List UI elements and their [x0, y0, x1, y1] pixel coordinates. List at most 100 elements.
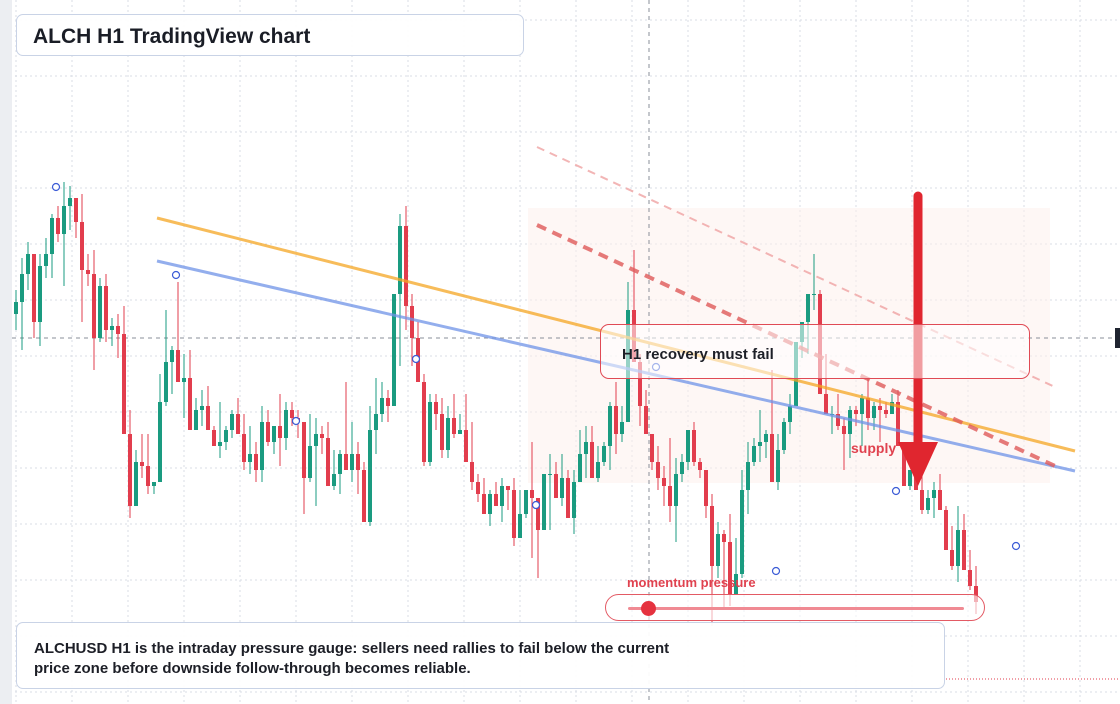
candle-body [704, 470, 708, 506]
candle-body [488, 494, 492, 514]
candle-body [536, 498, 540, 530]
candle-body [572, 482, 576, 518]
candle-body [428, 402, 432, 462]
candle-body [452, 418, 456, 434]
candle-body [854, 410, 858, 414]
candle-body [890, 402, 894, 414]
candle-body [464, 430, 468, 462]
candle-body [320, 434, 324, 438]
candle-body [356, 454, 360, 470]
candle-body [848, 410, 852, 434]
candle-body [170, 350, 174, 362]
candle-body [770, 434, 774, 482]
candle-body [20, 274, 24, 302]
candle-body [758, 442, 762, 446]
candle-body [674, 474, 678, 506]
candle-body [152, 482, 156, 486]
candle-body [926, 498, 930, 510]
candle-body [932, 490, 936, 498]
candle-body [344, 454, 348, 470]
candle-body [596, 462, 600, 478]
candle-body [80, 222, 84, 270]
candle-body [392, 294, 396, 406]
candle-body [230, 414, 234, 430]
candle-body [188, 378, 192, 430]
trendline-pink-dashed [536, 146, 1056, 388]
candle-body [284, 410, 288, 438]
swing-marker [531, 500, 541, 510]
candle-body [962, 530, 966, 570]
candle-body [734, 574, 738, 594]
candle-body [638, 362, 642, 406]
candle-body [446, 418, 450, 450]
candle-body [86, 270, 90, 274]
candle-body [656, 462, 660, 478]
candle-body [206, 406, 210, 430]
candle-body [200, 406, 204, 410]
candle-body [272, 426, 276, 442]
momentum-gauge-label: momentum pressure [627, 575, 756, 590]
candle-body [440, 414, 444, 450]
candle-body [380, 398, 384, 414]
candle-body [482, 494, 486, 514]
down-arrow-head [898, 442, 938, 486]
candle-body [398, 226, 402, 294]
candle-body [692, 430, 696, 462]
swing-marker [891, 486, 901, 496]
candle-body [698, 462, 702, 470]
swing-marker [171, 270, 181, 280]
trendline-red-dashed [536, 223, 1056, 468]
candle-body [644, 406, 648, 434]
footer-caption-box: ALCHUSD H1 is the intraday pressure gaug… [16, 622, 945, 689]
candle-body [194, 410, 198, 430]
candle-body [332, 474, 336, 486]
chart-title-box: ALCH H1 TradingView chart [16, 14, 524, 56]
candle-body [518, 514, 522, 538]
candle-body [248, 454, 252, 462]
candle-body [62, 206, 66, 234]
candle-body [386, 398, 390, 406]
candle-body [266, 422, 270, 442]
candle-body [524, 490, 528, 514]
candle-body [560, 478, 564, 498]
candle-body [716, 534, 720, 566]
candle-body [542, 474, 546, 530]
candle-body [824, 394, 828, 414]
candle-body [680, 462, 684, 474]
candle-body [326, 438, 330, 486]
candle-body [836, 414, 840, 426]
candle-body [314, 434, 318, 446]
candle-body [548, 474, 552, 475]
candle-body [494, 494, 498, 506]
candle-body [752, 446, 756, 462]
candle-body [260, 422, 264, 470]
candle-body [722, 534, 726, 542]
candle-body [98, 286, 102, 338]
candle-body [782, 422, 786, 450]
candle-body [458, 430, 462, 434]
candle-body [110, 326, 114, 330]
candle-body [134, 462, 138, 506]
candle-body [38, 266, 42, 322]
candle-body [620, 422, 624, 434]
candle-body [224, 430, 228, 442]
candle-body [116, 326, 120, 334]
candle-body [434, 402, 438, 414]
candle-body [668, 486, 672, 506]
momentum-gauge-track [628, 607, 964, 610]
candle-body [584, 442, 588, 454]
candle-body [74, 198, 78, 222]
annotation-note: H1 recovery must fail [622, 346, 774, 363]
candle-body [50, 218, 54, 254]
candle-body [146, 466, 150, 486]
candle-body [902, 446, 906, 486]
momentum-gauge-knob [641, 601, 657, 616]
candle-body [842, 426, 846, 434]
candle-body [614, 406, 618, 434]
candle-body [602, 446, 606, 462]
candle-body [14, 302, 18, 314]
candle-body [968, 570, 972, 586]
candle-body [374, 414, 378, 430]
candle-body [44, 254, 48, 266]
candle-body [302, 422, 306, 478]
